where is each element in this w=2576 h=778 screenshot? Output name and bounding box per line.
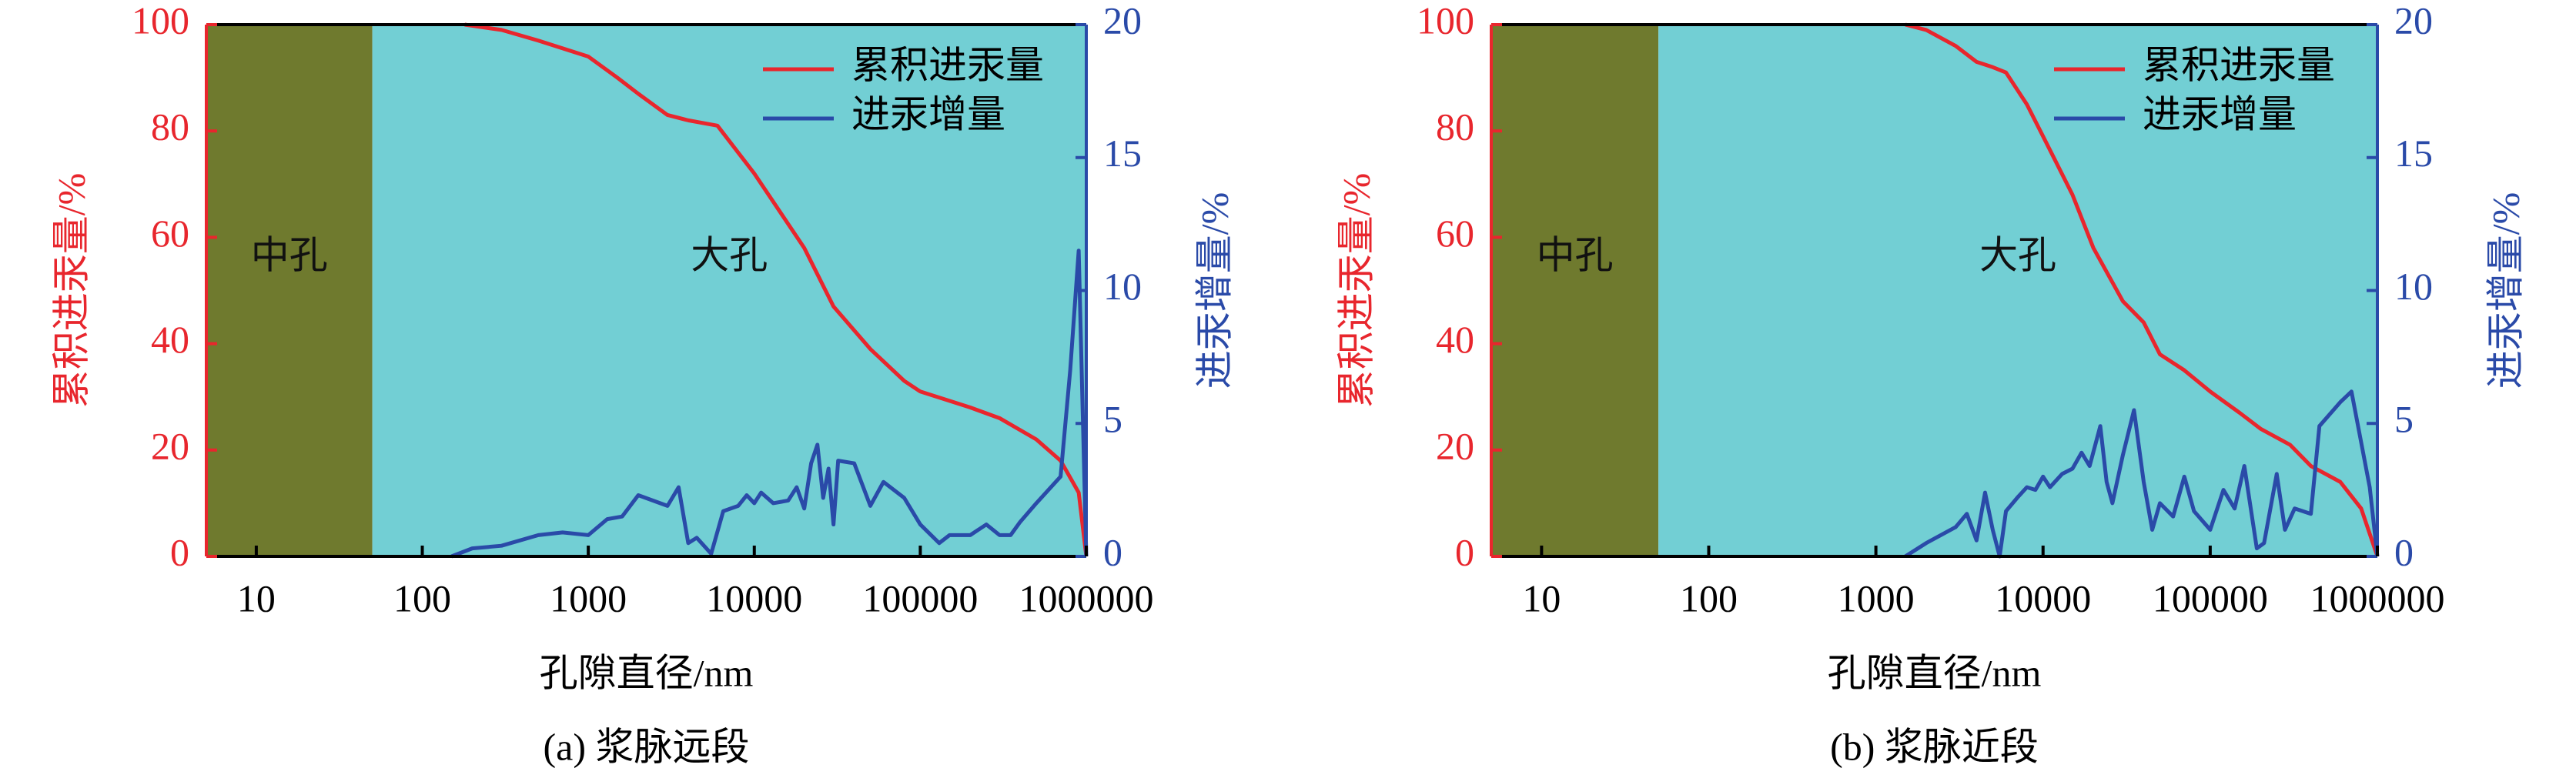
series-line [450, 249, 1089, 559]
x-axis-title: 孔隙直径/nm [1828, 651, 2042, 694]
y-tick-label: 100 [132, 0, 189, 42]
y-tick-label: 40 [1436, 318, 1474, 361]
y-tick-label: 100 [1417, 0, 1474, 42]
legend-label: 进汞增量 [2143, 92, 2297, 135]
region-label: 大孔 [691, 233, 768, 276]
y-tick-label: 0 [1455, 530, 1474, 573]
x-tick-label: 10 [237, 576, 276, 619]
y2-tick-label: 20 [2394, 0, 2433, 42]
y2-tick-label: 15 [2394, 132, 2433, 175]
y2-tick-label: 5 [2394, 398, 2414, 441]
y-tick-label: 80 [151, 105, 189, 149]
y2-tick-label: 0 [1103, 530, 1122, 573]
y2-tick-label: 10 [1103, 265, 1142, 308]
x-tick-label: 10000 [706, 576, 802, 619]
region-label: 中孔 [1537, 233, 1614, 276]
y-tick-label: 60 [151, 212, 189, 255]
y-axis-title: 累积进汞量/% [1334, 173, 1377, 409]
caption: (a) 浆脉远段 [544, 725, 750, 768]
y2-tick-label: 5 [1103, 398, 1122, 441]
y2-tick-label: 0 [2394, 530, 2414, 573]
x-tick-label: 10 [1522, 576, 1561, 619]
y-tick-label: 0 [170, 530, 189, 573]
y-tick-label: 20 [151, 424, 189, 467]
x-tick-label: 100000 [862, 576, 978, 619]
x-axis-title: 孔隙直径/nm [540, 651, 754, 694]
legend-label: 累积进汞量 [851, 43, 1044, 86]
y-axis-title: 累积进汞量/% [49, 173, 92, 409]
y2-tick-label: 15 [1103, 132, 1142, 175]
y2-axis-title: 进汞增量/% [1193, 192, 1236, 389]
legend-label: 累积进汞量 [2143, 43, 2335, 86]
y-tick-label: 40 [151, 318, 189, 361]
caption: (b) 浆脉近段 [1830, 725, 2039, 768]
region [372, 25, 1086, 556]
series-line [1904, 389, 2380, 559]
x-tick-label: 100 [393, 576, 451, 619]
region-label: 大孔 [1979, 233, 2056, 276]
region [206, 25, 373, 556]
region [1491, 25, 1659, 556]
x-tick-label: 1000000 [2310, 576, 2445, 619]
series-line [464, 22, 1089, 557]
y2-tick-label: 10 [2394, 265, 2433, 308]
x-tick-label: 10000 [1995, 576, 2091, 619]
x-tick-label: 1000000 [1019, 576, 1154, 619]
region [1658, 25, 2377, 556]
y2-axis-title: 进汞增量/% [2484, 192, 2527, 389]
y-tick-label: 60 [1436, 212, 1474, 255]
y2-tick-label: 20 [1103, 0, 1142, 42]
x-tick-label: 100000 [2153, 576, 2268, 619]
x-tick-label: 1000 [1838, 576, 1915, 619]
region-label: 中孔 [251, 233, 328, 276]
x-tick-label: 100 [1680, 576, 1738, 619]
series-line [1905, 22, 2380, 557]
x-tick-label: 1000 [550, 576, 627, 619]
y-tick-label: 20 [1436, 424, 1474, 467]
legend-label: 进汞增量 [851, 92, 1005, 135]
y-tick-label: 80 [1436, 105, 1474, 149]
